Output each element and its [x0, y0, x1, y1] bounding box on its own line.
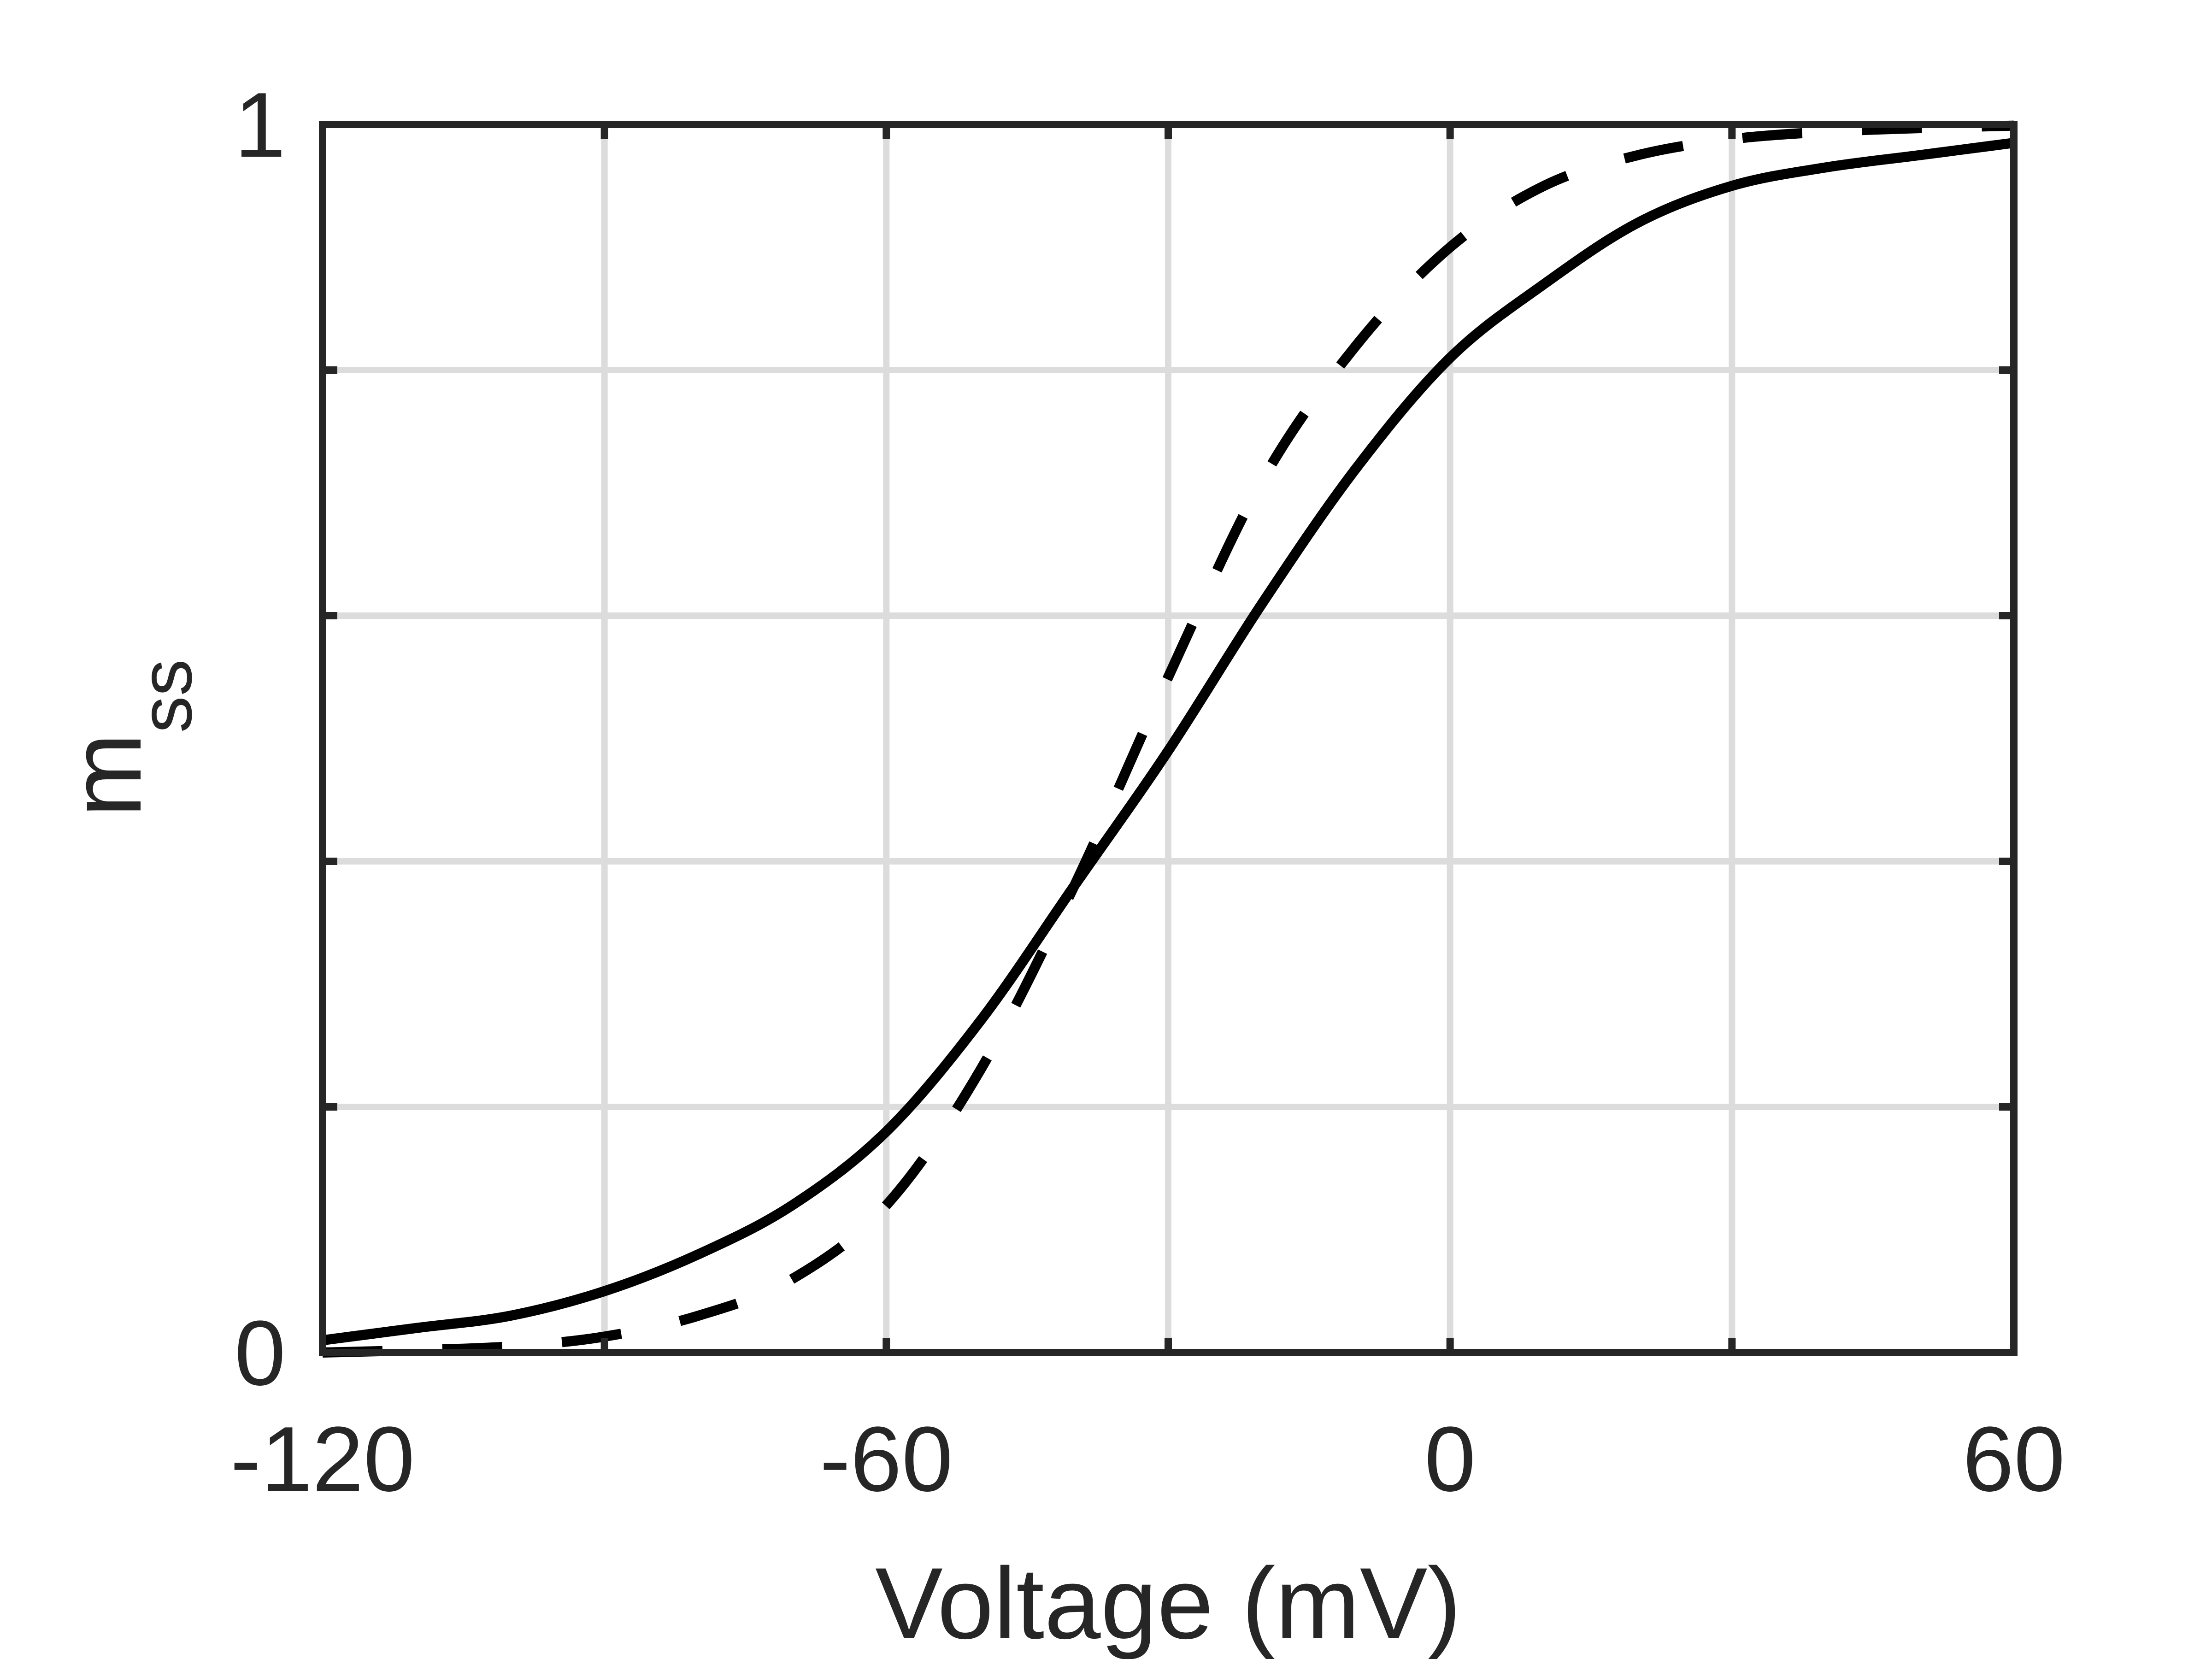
y-tick-label: 0 [235, 1302, 286, 1405]
grid [323, 124, 2014, 1353]
plot-frame [319, 121, 2018, 1356]
x-tick-label: -60 [820, 1408, 953, 1511]
y-tick-labels: 01 [235, 74, 286, 1405]
x-tick-label: 0 [1424, 1408, 1476, 1511]
x-tick-label: -120 [230, 1408, 415, 1511]
y-axis-label-main: m [49, 733, 162, 817]
x-axis-label: Voltage (mV) [875, 1547, 1461, 1659]
y-tick-label: 1 [235, 74, 286, 176]
series-group [322, 120, 2015, 1358]
y-axis-label: mss [49, 659, 207, 817]
x-tick-labels: -120 -60 0 60 [230, 1408, 2065, 1511]
y-axis-label-subscript: ss [124, 659, 207, 733]
series-line-solid [322, 138, 2015, 1346]
x-tick-label: 60 [1963, 1408, 2065, 1511]
